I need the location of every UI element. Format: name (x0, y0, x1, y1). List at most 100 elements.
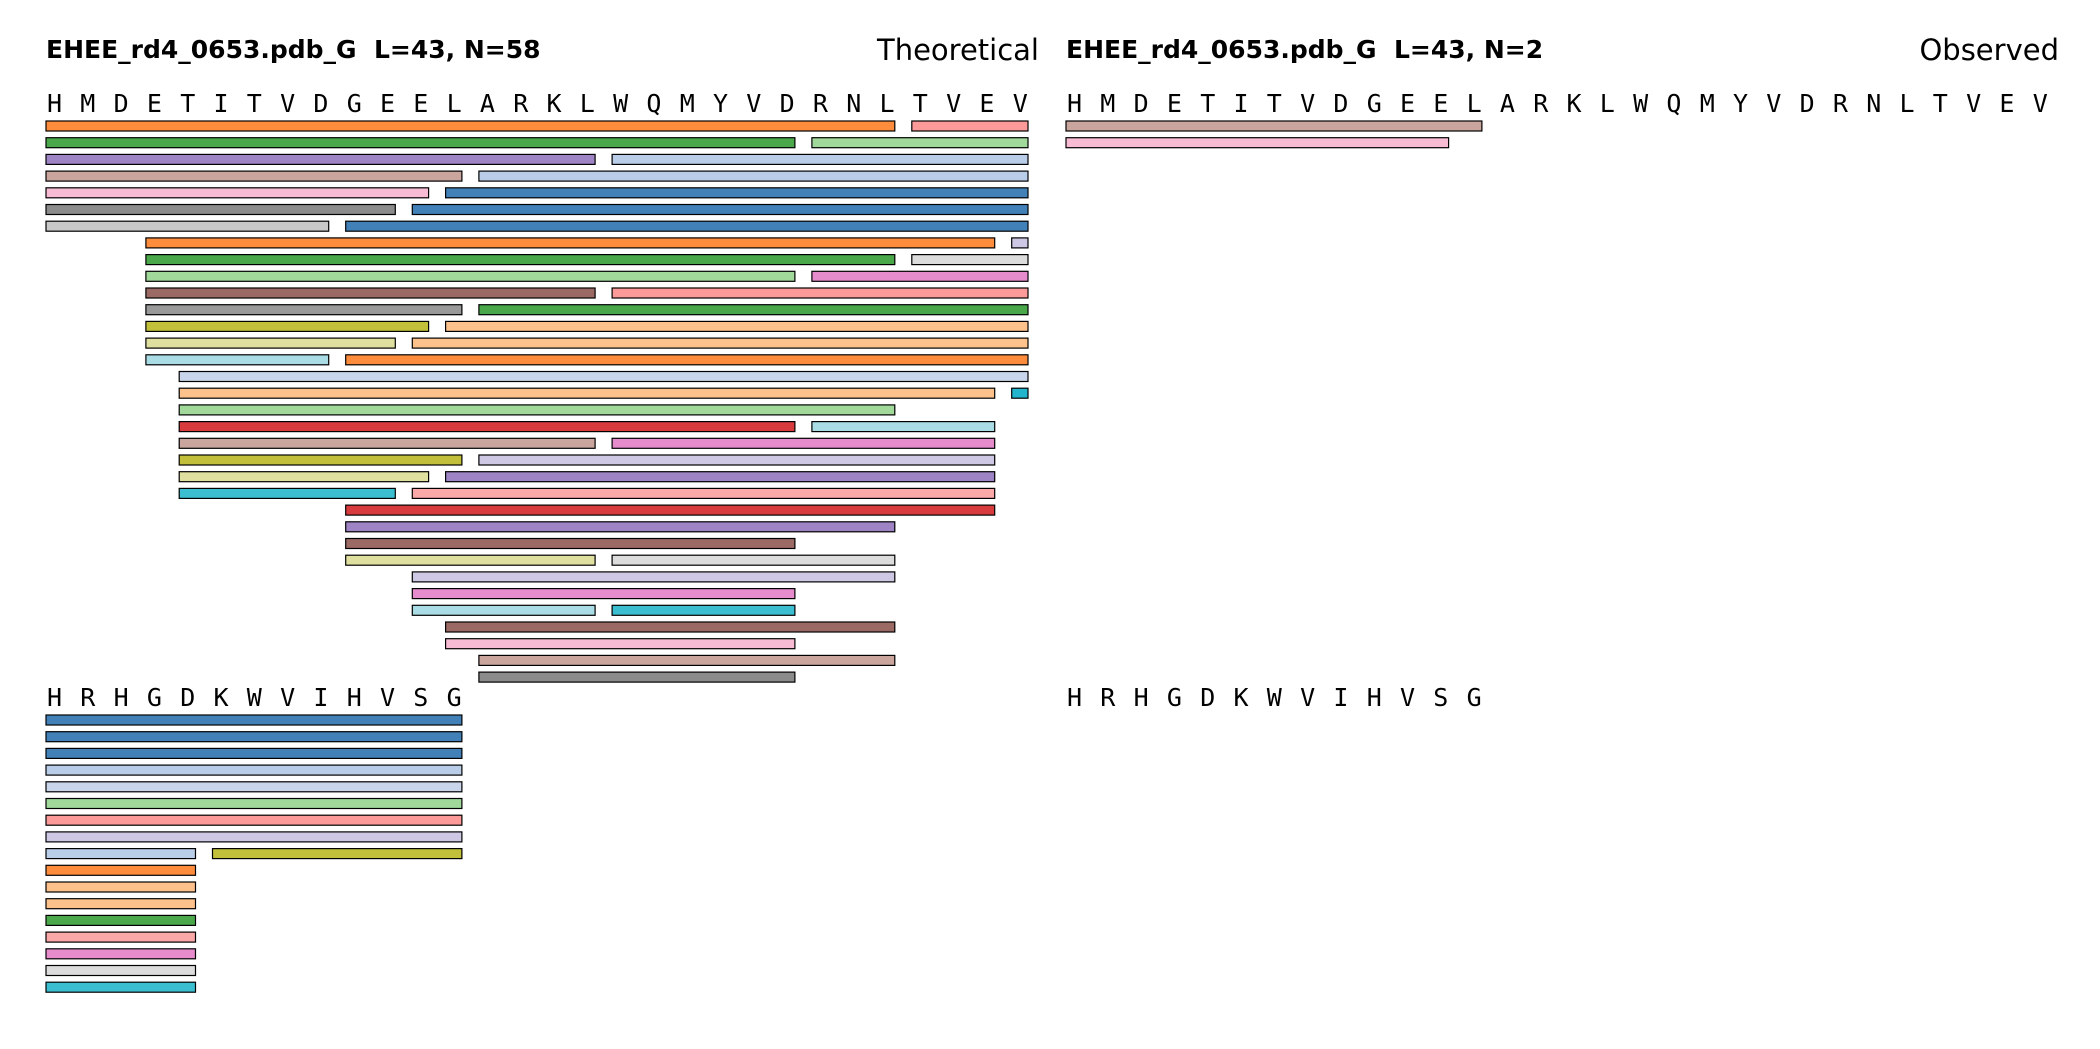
residue-letter: R (80, 683, 96, 712)
residue-letter: V (1966, 89, 1981, 118)
peptide-fragment-bar (911, 120, 1029, 132)
residue-letter: H (47, 683, 62, 712)
peptide-fragment-bar (145, 337, 396, 349)
residue-letter: L (1900, 89, 1915, 118)
peptide-fragment-bar (145, 354, 330, 366)
residue-letter: M (1700, 89, 1715, 118)
residue-letter: I (1234, 89, 1249, 118)
peptide-fragment-bar (145, 254, 896, 266)
peptide-fragment-bar (45, 831, 463, 843)
residue-letter: T (180, 89, 195, 118)
residue-letter: E (413, 89, 428, 118)
residue-letter: E (380, 89, 395, 118)
peptide-fragment-bar (178, 370, 1029, 383)
peptide-fragment-bar (178, 421, 796, 433)
peptide-fragment-bar (45, 814, 463, 826)
residue-letter: G (1167, 683, 1182, 712)
peptide-fragment-bar (1065, 137, 1450, 149)
residue-letter: T (1933, 89, 1948, 118)
residue-letter: E (979, 89, 994, 118)
residue-letter: Y (1733, 89, 1748, 118)
peptide-fragment-bar (411, 337, 1029, 349)
residue-letter: M (680, 89, 695, 118)
residue-letter: E (1999, 89, 2014, 118)
peptide-fragment-bar (1011, 237, 1029, 249)
peptide-fragment-bar (411, 203, 1029, 216)
residue-letter: G (147, 683, 162, 712)
residue-letter: G (1467, 683, 1482, 712)
peptide-fragment-bar (345, 220, 1029, 232)
residue-letter: D (1134, 89, 1149, 118)
observed-coverage-map: H M D E T I T V D G E E L A R K L W Q M Y V D R N L T V E VH R H G D K W V I H… (1065, 89, 2048, 712)
peptide-fragment-bar (1065, 120, 1483, 132)
residue-letter: T (913, 89, 928, 118)
residue-letter: V (1300, 89, 1315, 118)
residue-letter: Q (646, 89, 661, 118)
theoretical-panel: EHEE_rd4_0653.pdb_G L=43, N=58 Theoretic… (45, 33, 1039, 993)
residue-letter: I (214, 89, 229, 118)
residue-letter: R (813, 89, 829, 118)
residue-letter: V (380, 683, 395, 712)
peptide-fragment-bar (45, 170, 463, 182)
peptide-fragment-bar (178, 437, 596, 449)
residue-letter: Q (1666, 89, 1681, 118)
peptide-fragment-bar (811, 270, 1029, 282)
peptide-fragment-bar (45, 847, 197, 860)
peptide-fragment-bar (45, 187, 430, 199)
residue-letter: D (313, 89, 328, 118)
peptide-fragment-bar (478, 671, 796, 683)
residue-letter: V (280, 683, 295, 712)
residue-letter: V (1766, 89, 1781, 118)
peptide-fragment-bar (145, 270, 796, 282)
peptide-fragment-bar (345, 521, 896, 533)
residue-letter: E (1167, 89, 1182, 118)
peptide-fragment-bar (45, 914, 197, 927)
residue-letter: L (1600, 89, 1615, 118)
peptide-fragment-bar (45, 964, 197, 977)
residue-letter: H (1067, 89, 1082, 118)
residue-letter: E (1400, 89, 1415, 118)
peptide-fragment-bar (45, 220, 330, 232)
peptide-fragment-bar (45, 747, 463, 760)
residue-letter: W (613, 89, 629, 118)
residue-letter: L (447, 89, 462, 118)
residue-letter: R (1833, 89, 1849, 118)
observed-panel-title: EHEE_rd4_0653.pdb_G L=43, N=2 (1066, 35, 1543, 64)
residue-letter: E (147, 89, 162, 118)
residue-letter: I (313, 683, 328, 712)
residue-letter: V (946, 89, 961, 118)
peptide-fragment-bar (611, 604, 796, 616)
peptide-fragment-bar (911, 254, 1029, 266)
residue-letter: H (47, 89, 62, 118)
residue-letter: H (1367, 683, 1382, 712)
observed-panel: EHEE_rd4_0653.pdb_G L=43, N=2 Observed H… (1065, 33, 2059, 712)
theoretical-panel-title: EHEE_rd4_0653.pdb_G L=43, N=58 (46, 35, 541, 64)
peptide-fragment-bar (145, 237, 996, 249)
peptide-fragment-bar (345, 354, 1029, 366)
peptide-fragment-bar (611, 287, 1029, 299)
peptide-fragment-bar (811, 421, 996, 433)
peptide-fragment-bar (178, 487, 396, 499)
peptide-fragment-bar (45, 203, 396, 216)
peptide-fragment-bar (178, 387, 996, 399)
peptide-fragment-bar (45, 714, 463, 726)
residue-letter: I (1333, 683, 1348, 712)
peptide-fragment-bar (411, 487, 996, 499)
residue-letter: N (1866, 89, 1881, 118)
peptide-fragment-bar (178, 454, 463, 466)
peptide-fragment-bar (45, 781, 463, 793)
residue-letter: T (1200, 89, 1215, 118)
residue-letter: K (214, 683, 229, 712)
peptide-fragment-bar (345, 554, 596, 566)
residue-letter: V (1013, 89, 1028, 118)
peptide-fragment-bar (45, 797, 463, 810)
peptide-fragment-bar (45, 137, 796, 149)
peptide-fragment-bar (145, 320, 430, 332)
peptide-fragment-bar (211, 847, 463, 860)
peptide-fragment-bar (345, 504, 996, 516)
residue-letter: L (580, 89, 595, 118)
peptide-fragment-bar (411, 587, 796, 600)
